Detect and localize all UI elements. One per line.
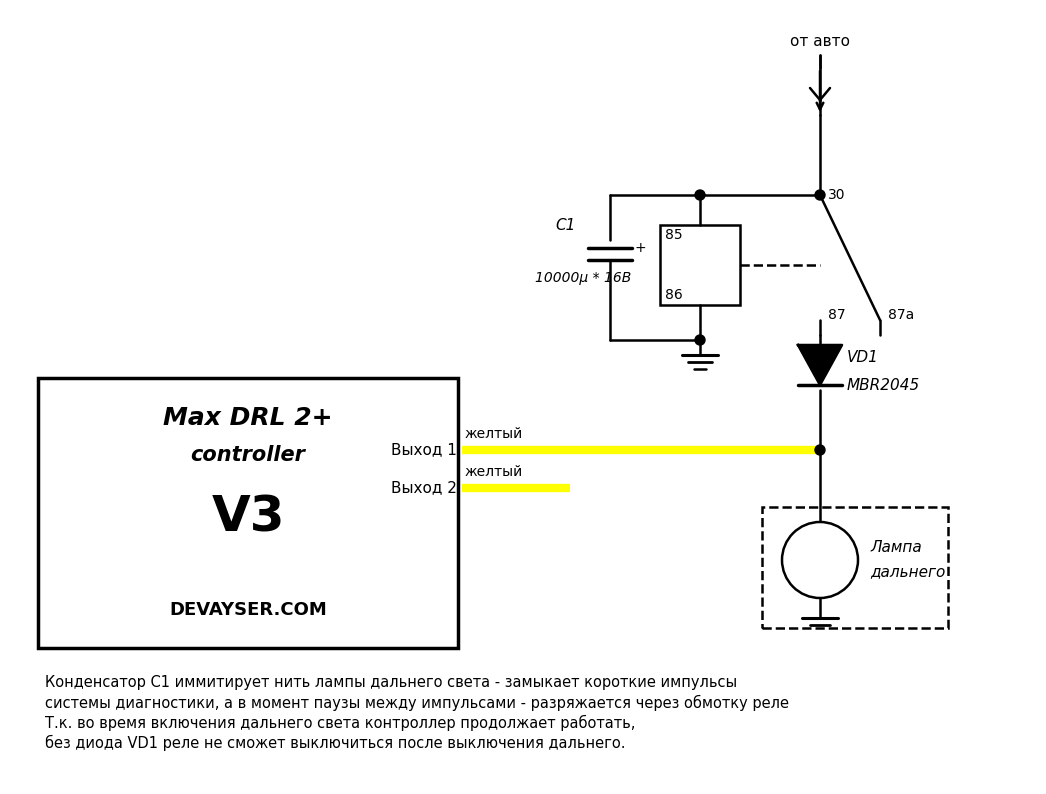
Text: 85: 85 [665, 228, 683, 242]
Text: системы диагностики, а в момент паузы между импульсами - разряжается через обмот: системы диагностики, а в момент паузы ме… [45, 695, 789, 711]
Text: от авто: от авто [790, 34, 850, 49]
Text: без диода VD1 реле не сможет выключиться после выключения дальнего.: без диода VD1 реле не сможет выключиться… [45, 735, 626, 751]
Bar [660, 225, 740, 305]
Text: controller: controller [190, 445, 305, 465]
Text: +: + [635, 241, 646, 255]
Text: Конденсатор C1 иммитирует нить лампы дальнего света - замыкает короткие импульсы: Конденсатор C1 иммитирует нить лампы дал… [45, 676, 737, 691]
Text: дальнего: дальнего [870, 565, 946, 580]
Text: C1: C1 [555, 218, 575, 233]
Circle shape [815, 445, 825, 455]
Text: 87a: 87a [888, 308, 914, 322]
Bar [38, 378, 458, 648]
Circle shape [695, 190, 705, 200]
Text: Выход 1: Выход 1 [391, 442, 457, 457]
Text: Лампа: Лампа [870, 541, 922, 556]
Text: VD1: VD1 [847, 349, 879, 364]
Text: DEVAYSER.COM: DEVAYSER.COM [169, 601, 326, 619]
Text: MBR2045: MBR2045 [847, 377, 920, 392]
Text: V3: V3 [211, 494, 285, 542]
Polygon shape [798, 345, 842, 385]
Text: желтый: желтый [465, 465, 523, 479]
Text: 87: 87 [828, 308, 845, 322]
Text: желтый: желтый [465, 427, 523, 441]
Text: Т.к. во время включения дальнего света контроллер продолжает работать,: Т.к. во время включения дальнего света к… [45, 715, 635, 731]
FancyBboxPatch shape [761, 507, 948, 628]
Text: 10000μ * 16В: 10000μ * 16В [535, 271, 631, 285]
Circle shape [695, 335, 705, 345]
Text: 30: 30 [828, 188, 845, 202]
Circle shape [782, 522, 858, 598]
Circle shape [815, 190, 825, 200]
Text: Max DRL 2+: Max DRL 2+ [163, 406, 333, 430]
Text: 86: 86 [665, 288, 683, 302]
Text: Выход 2: Выход 2 [391, 480, 457, 495]
